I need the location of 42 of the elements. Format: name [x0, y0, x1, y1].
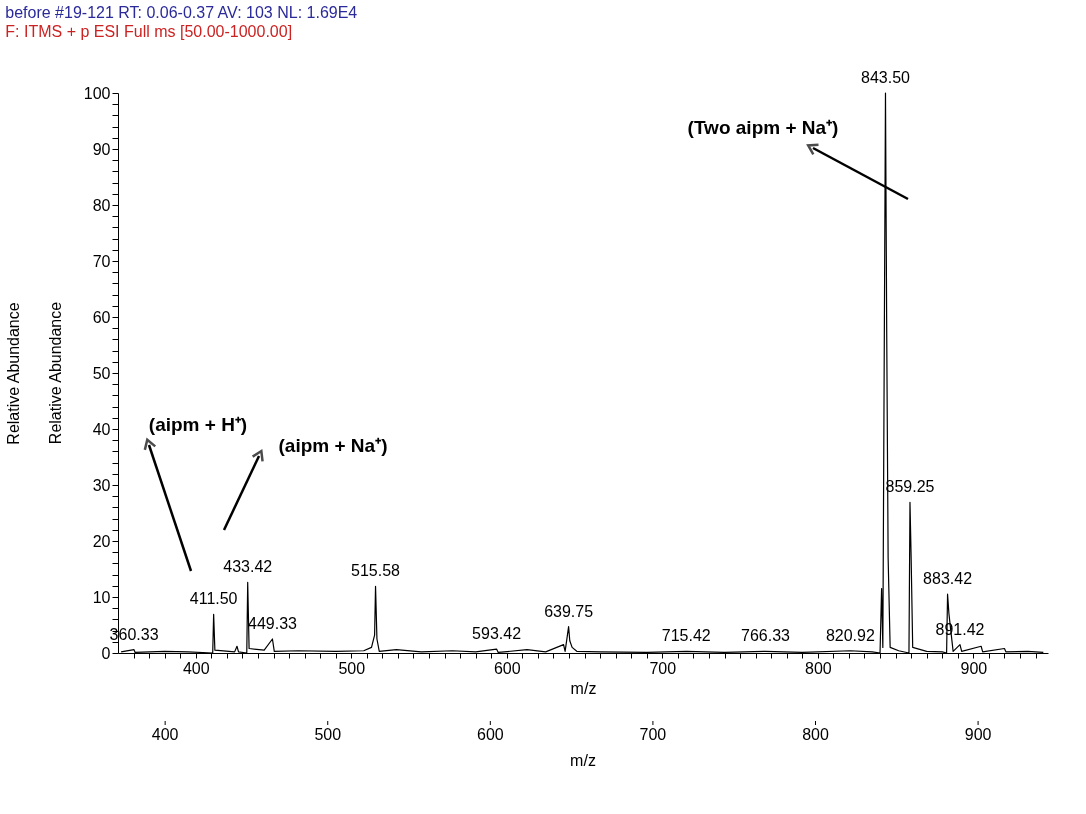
y-tick-label: 0	[101, 644, 111, 662]
annotation: 411.50	[189, 590, 238, 608]
x2-tick-label: 800	[802, 726, 829, 743]
x-tick-label: 800	[804, 659, 832, 677]
x-tick-label: 600	[493, 659, 521, 677]
annotation: 883.42	[923, 570, 973, 588]
annotation: 843.50	[861, 69, 911, 86]
annotation: (aipm + Na⁺)	[278, 435, 388, 456]
annotation: 433.42	[223, 558, 273, 576]
annotation: 639.75	[544, 602, 594, 620]
y-axis-title: Relative Abundance	[4, 302, 22, 445]
chart-title: before #19-121 RT: 0.06-0.37 AV: 103 NL: 1.69E4	[5, 4, 358, 21]
y-tick-label: 10	[92, 588, 111, 606]
x-tick-label: 500	[338, 659, 366, 677]
x2-tick-label: 500	[314, 726, 342, 743]
y-tick-label: 100	[83, 84, 111, 102]
y-tick-label: 50	[92, 364, 111, 382]
annotation: 593.42	[472, 625, 522, 643]
annotation: 766.33	[741, 627, 791, 645]
x2-tick-label: 400	[151, 726, 179, 743]
x2-tick-label: 900	[964, 726, 992, 743]
chart-subtitle: F: ITMS + p ESI Full ms [50.00-1000.00]	[5, 23, 293, 40]
y-tick-label: 30	[92, 476, 111, 494]
y-tick-label: 40	[92, 420, 111, 438]
annotation: 715.42	[661, 627, 711, 645]
y2-axis-title: Relative Abundance	[47, 301, 64, 445]
annotation: (aipm + H⁺)	[148, 414, 248, 435]
x-tick-label: 400	[182, 659, 210, 677]
x2-tick-label: 600	[476, 726, 504, 743]
annotation: (Two aipm + Na⁺)	[687, 117, 839, 138]
y-tick-label: 60	[92, 308, 111, 326]
x2-axis-title: m/z	[570, 752, 596, 769]
x2-tick-label: 700	[639, 726, 667, 743]
y-tick-label: 80	[92, 196, 111, 214]
y-tick-label: 20	[92, 532, 111, 550]
annotation: 515.58	[351, 562, 401, 580]
y-tick-label: 90	[92, 140, 111, 158]
x-tick-label: 700	[649, 659, 677, 677]
annotation: 820.92	[825, 626, 875, 644]
y-tick-label: 70	[92, 252, 111, 270]
x-tick-label: 900	[960, 659, 988, 677]
x-axis-title: m/z	[570, 679, 597, 697]
